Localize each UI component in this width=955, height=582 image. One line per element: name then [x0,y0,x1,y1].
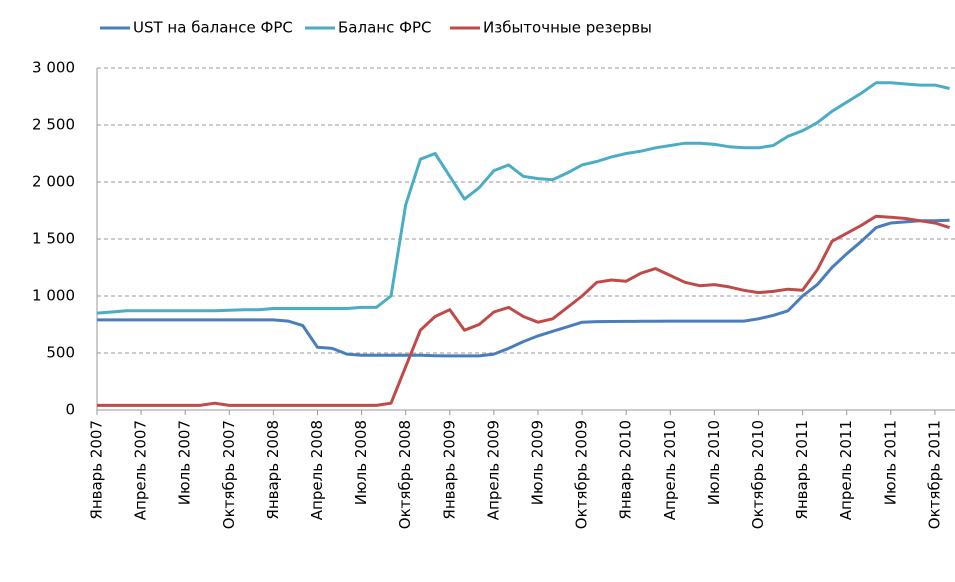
x-tick-label: Июль 2011 [881,420,899,505]
legend-label: UST на балансе ФРС [133,19,293,37]
x-tick-label: Июль 2008 [352,420,370,505]
x-tick-label: Июль 2009 [529,420,547,505]
x-tick-label: Июль 2007 [176,420,194,505]
x-tick-label: Январь 2010 [617,420,635,520]
y-tick-label: 0 [65,401,75,419]
x-tick-label: Апрель 2011 [837,420,855,520]
x-tick-label: Апрель 2010 [661,420,679,520]
x-tick-label: Январь 2009 [440,420,458,520]
x-tick-label: Октябрь 2008 [396,420,414,529]
y-tick-label: 2 000 [32,173,75,191]
x-tick-label: Октябрь 2007 [220,420,238,529]
y-tick-label: 1 000 [32,287,75,305]
x-tick-label: Апрель 2008 [308,420,326,520]
legend-label: Баланс ФРС [338,19,432,37]
x-tick-label: Январь 2007 [88,420,106,520]
series-line [97,214,951,407]
x-tick-label: Январь 2011 [793,420,811,520]
x-tick-label: Октябрь 2011 [925,420,943,529]
y-tick-label: 500 [46,344,75,362]
x-tick-label: Октябрь 2009 [573,420,591,529]
x-tick-label: Июль 2010 [705,420,723,505]
x-tick-label: Январь 2008 [264,420,282,520]
x-tick-label: Апрель 2007 [132,420,150,520]
y-tick-label: 3 000 [32,59,75,77]
legend-label: Избыточные резервы [483,19,652,37]
y-tick-label: 1 500 [32,230,75,248]
series-line [96,81,950,315]
x-tick-label: Апрель 2009 [484,420,502,520]
y-tick-label: 2 500 [32,116,75,134]
x-tick-label: Октябрь 2010 [749,420,767,529]
series-line [97,218,950,358]
